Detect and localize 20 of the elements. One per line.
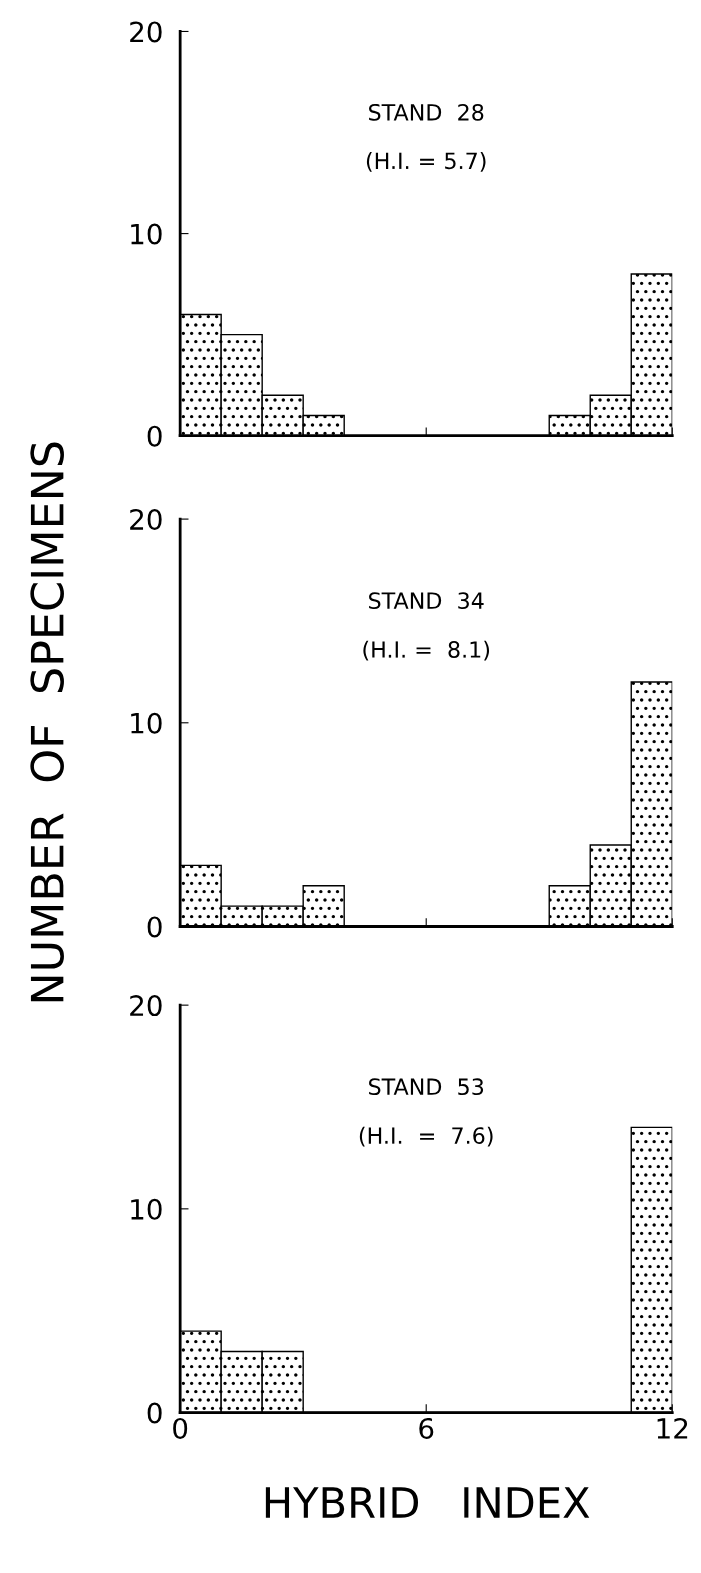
x-tick-label: 0: [173, 1417, 188, 1439]
x-axis-title: HYBRID INDEX: [265, 1487, 590, 1518]
y-tick-label: 0: [147, 425, 162, 447]
y-tick-label: 20: [130, 995, 162, 1017]
text: (H.I. = 5.7): [366, 152, 486, 172]
text: STAND 53: [369, 1078, 484, 1096]
text: STAND 34: [369, 592, 484, 610]
y-tick-label: 10: [131, 712, 162, 734]
y-tick-label: 20: [130, 509, 162, 531]
text: (H.I. = 8.1): [363, 640, 490, 661]
y-tick-label: 10: [131, 1198, 162, 1220]
y-tick-label: 20: [130, 21, 162, 43]
y-axis-title: NUMBER OF SPECIMENS: [30, 442, 64, 1002]
text: STAND 28: [369, 103, 484, 121]
y-tick-label: 0: [147, 916, 162, 938]
x-tick-label: 6: [419, 1417, 434, 1439]
text: (H.I. = 7.6): [359, 1126, 493, 1147]
y-tick-label: 10: [131, 223, 162, 245]
y-tick-label: 0: [147, 1402, 162, 1424]
x-tick-label: 12: [657, 1417, 688, 1439]
